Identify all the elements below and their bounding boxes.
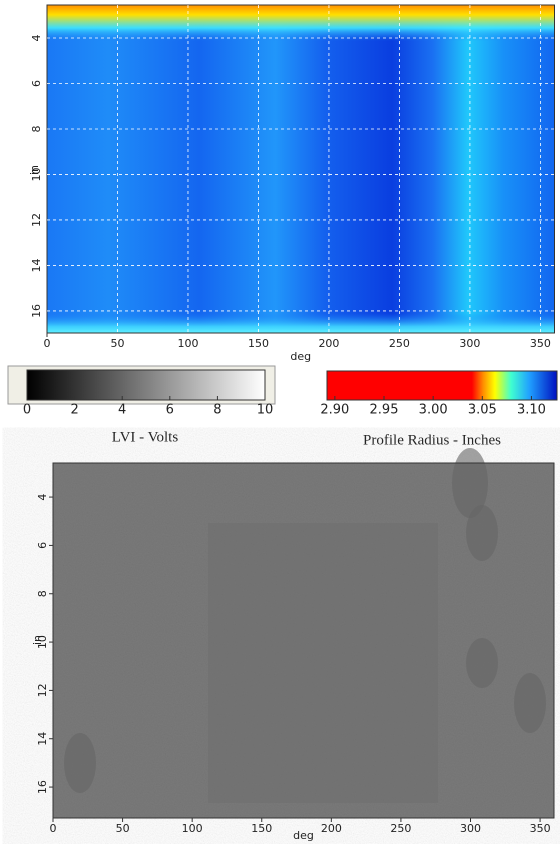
y-tick-label: 16 [36,780,49,794]
tick-label: 8 [213,403,221,418]
y-tick-label: 16 [30,304,43,318]
x-tick-label: 250 [389,337,410,350]
y-tick-label: 14 [36,732,49,746]
x-axis-label: deg [290,350,311,363]
colorbar [326,370,558,401]
x-tick-label: 300 [460,822,481,835]
blob [452,448,488,518]
x-tick-label: 200 [318,337,339,350]
blob [64,733,96,793]
x-tick-label: 0 [44,337,51,350]
texture [208,523,438,803]
x-tick-label: 0 [50,822,57,835]
plot-frame [52,462,555,819]
y-tick-label: 6 [30,80,43,87]
y-tick-label: 6 [36,542,49,549]
y-tick-label: 10 [30,167,43,181]
blob [466,638,498,688]
x-tick-label: 100 [177,337,198,350]
blob [466,505,498,561]
x-tick-label: 250 [390,822,411,835]
x-tick-label: 350 [530,337,551,350]
colorbar-title: Profile Radius - Inches [363,432,501,448]
blob [514,673,546,733]
x-tick-label: 150 [251,822,272,835]
y-tick-label: 4 [36,494,49,501]
tick-label: 0 [23,403,31,418]
x-tick-label: 50 [110,337,124,350]
x-tick-label: 100 [182,822,203,835]
plot-frame [46,4,555,334]
tick-label: 3.05 [468,403,497,418]
tick-label: 2.95 [370,403,399,418]
x-tick-label: 200 [321,822,342,835]
x-tick-label: 300 [459,337,480,350]
y-tick-label: 8 [30,125,43,132]
y-axis-label: in [31,635,44,645]
tick-label: 2.90 [320,403,349,418]
x-tick-label: 50 [116,822,130,835]
y-tick-label: 4 [30,34,43,41]
y-tick-label: 8 [36,590,49,597]
colorbar-title: LVI - Volts [112,429,179,445]
colorbar [26,369,266,401]
tick-label: 4 [118,403,126,418]
x-tick-label: 350 [530,822,551,835]
y-tick-label: 12 [30,213,43,227]
y-tick-label: 14 [30,258,43,272]
x-axis-label: deg [293,829,314,842]
tick-label: 3.10 [517,403,546,418]
y-tick-label: 12 [36,683,49,697]
x-tick-label: 150 [248,337,269,350]
y-tick-label: 10 [36,635,49,649]
y-axis-label: in [28,165,41,175]
tick-label: 6 [166,403,174,418]
tick-label: 2 [70,403,78,418]
heatmap-image [47,5,555,333]
tick-label: 10 [257,403,274,418]
tick-label: 3.00 [419,403,448,418]
